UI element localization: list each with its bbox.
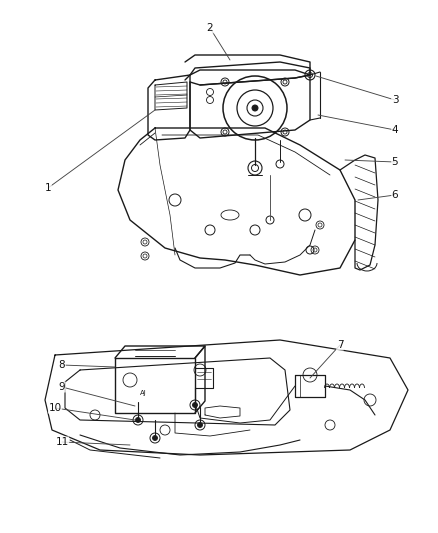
Text: AJ: AJ xyxy=(139,390,146,396)
Text: 6: 6 xyxy=(391,190,397,200)
Circle shape xyxy=(152,435,157,440)
Text: 2: 2 xyxy=(206,23,213,33)
Text: 11: 11 xyxy=(55,437,68,447)
Text: 9: 9 xyxy=(59,382,65,392)
Text: 8: 8 xyxy=(59,360,65,370)
Text: 3: 3 xyxy=(391,95,397,105)
Text: 10: 10 xyxy=(48,403,61,413)
Circle shape xyxy=(135,417,140,423)
Circle shape xyxy=(192,402,197,408)
Circle shape xyxy=(251,105,258,111)
Text: 4: 4 xyxy=(391,125,397,135)
Text: 1: 1 xyxy=(45,183,51,193)
Text: 5: 5 xyxy=(391,157,397,167)
Text: 7: 7 xyxy=(336,340,343,350)
Circle shape xyxy=(197,423,202,427)
